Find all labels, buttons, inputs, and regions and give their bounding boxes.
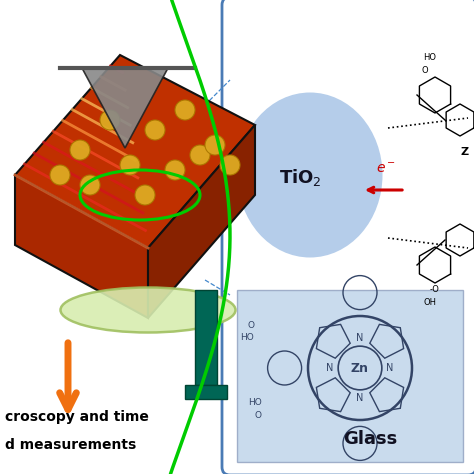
Text: OH: OH	[423, 298, 437, 307]
Bar	[195, 290, 217, 385]
Circle shape	[135, 185, 155, 205]
Text: N: N	[326, 363, 334, 373]
Ellipse shape	[61, 288, 236, 332]
Text: N: N	[356, 333, 364, 343]
Circle shape	[165, 160, 185, 180]
Circle shape	[145, 120, 165, 140]
Text: croscopy and time: croscopy and time	[5, 410, 149, 424]
Ellipse shape	[237, 92, 383, 257]
Text: e$^-$: e$^-$	[376, 162, 396, 176]
Polygon shape	[237, 290, 463, 462]
Text: HO: HO	[240, 333, 254, 342]
Circle shape	[205, 135, 225, 155]
Text: -O: -O	[430, 285, 440, 294]
Circle shape	[100, 110, 120, 130]
Text: d measurements: d measurements	[5, 438, 136, 452]
Polygon shape	[15, 55, 255, 248]
Text: HO: HO	[248, 398, 262, 407]
Circle shape	[175, 100, 195, 120]
Text: N: N	[356, 393, 364, 403]
Text: O: O	[248, 321, 255, 330]
Polygon shape	[148, 125, 255, 318]
Circle shape	[220, 155, 240, 175]
Text: Z: Z	[461, 147, 469, 157]
Circle shape	[50, 165, 70, 185]
Text: TiO$_2$: TiO$_2$	[279, 167, 321, 189]
Polygon shape	[15, 175, 148, 318]
FancyArrowPatch shape	[60, 343, 76, 410]
Circle shape	[120, 155, 140, 175]
Polygon shape	[82, 68, 168, 148]
Bar	[185, 385, 227, 399]
Circle shape	[190, 145, 210, 165]
Text: O: O	[422, 66, 428, 75]
FancyBboxPatch shape	[222, 0, 474, 474]
Text: O: O	[255, 411, 262, 420]
Text: Zn: Zn	[351, 362, 369, 374]
Text: Glass: Glass	[343, 430, 397, 448]
Text: HO: HO	[423, 53, 437, 62]
Circle shape	[80, 175, 100, 195]
Text: N: N	[386, 363, 394, 373]
Circle shape	[70, 140, 90, 160]
